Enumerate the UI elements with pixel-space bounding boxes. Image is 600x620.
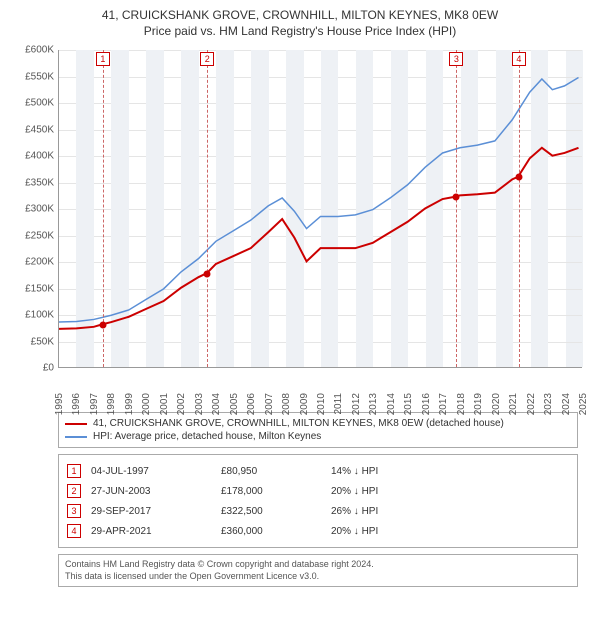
sale-index-box: 1	[67, 464, 81, 478]
sale-marker-box: 3	[449, 52, 463, 66]
x-tick-label: 2003	[194, 393, 205, 415]
x-tick-label: 1996	[71, 393, 82, 415]
x-tick-label: 2016	[421, 393, 432, 415]
y-tick-label: £50K	[10, 336, 54, 347]
sale-diff: 26% ↓ HPI	[331, 506, 451, 517]
x-tick-label: 2002	[176, 393, 187, 415]
x-tick-label: 2022	[526, 393, 537, 415]
footer-attribution: Contains HM Land Registry data © Crown c…	[58, 554, 578, 587]
x-tick-label: 2018	[456, 393, 467, 415]
x-tick-label: 2023	[543, 393, 554, 415]
x-tick-label: 2001	[159, 393, 170, 415]
x-tick-label: 2021	[508, 393, 519, 415]
x-tick-label: 2009	[299, 393, 310, 415]
sale-price: £80,950	[221, 466, 321, 477]
y-tick-label: £250K	[10, 230, 54, 241]
sale-date: 29-SEP-2017	[91, 506, 211, 517]
sale-marker-box: 4	[512, 52, 526, 66]
sale-row: 1 04-JUL-1997 £80,950 14% ↓ HPI	[67, 461, 569, 481]
legend-row: 41, CRUICKSHANK GROVE, CROWNHILL, MILTON…	[65, 417, 571, 430]
x-tick-label: 2008	[281, 393, 292, 415]
legend-swatch	[65, 423, 87, 425]
sale-marker-line	[519, 50, 520, 367]
sale-row: 3 29-SEP-2017 £322,500 26% ↓ HPI	[67, 501, 569, 521]
x-tick-label: 2005	[229, 393, 240, 415]
footer-line-2: This data is licensed under the Open Gov…	[65, 571, 571, 583]
y-tick-label: £200K	[10, 257, 54, 268]
y-tick-label: £550K	[10, 71, 54, 82]
sale-date: 04-JUL-1997	[91, 466, 211, 477]
sale-date: 29-APR-2021	[91, 526, 211, 537]
legend-swatch	[65, 436, 87, 438]
sale-dot	[515, 174, 522, 181]
sale-dot	[99, 322, 106, 329]
sale-index-box: 3	[67, 504, 81, 518]
series-property	[59, 148, 579, 329]
x-tick-label: 2013	[368, 393, 379, 415]
y-tick-label: £0	[10, 363, 54, 374]
sale-marker-line	[207, 50, 208, 367]
title-line-1: 41, CRUICKSHANK GROVE, CROWNHILL, MILTON…	[10, 8, 590, 22]
sale-price: £360,000	[221, 526, 321, 537]
legend-row: HPI: Average price, detached house, Milt…	[65, 430, 571, 443]
x-tick-label: 2019	[473, 393, 484, 415]
plot-area: 1 2 3 4	[58, 50, 582, 368]
sale-dot	[204, 270, 211, 277]
x-tick-label: 1995	[54, 393, 65, 415]
footer-line-1: Contains HM Land Registry data © Crown c…	[65, 559, 571, 571]
sale-marker-line	[103, 50, 104, 367]
x-tick-label: 2025	[578, 393, 589, 415]
legend: 41, CRUICKSHANK GROVE, CROWNHILL, MILTON…	[58, 412, 578, 448]
y-tick-label: £150K	[10, 283, 54, 294]
x-tick-label: 2000	[141, 393, 152, 415]
sale-diff: 14% ↓ HPI	[331, 466, 451, 477]
price-chart: 1 2 3 4 £0 £50K £100K £150K £200K £250K £300K £350…	[10, 44, 590, 404]
title-line-2: Price paid vs. HM Land Registry's House …	[10, 24, 590, 38]
x-tick-label: 2004	[211, 393, 222, 415]
x-tick-label: 2020	[491, 393, 502, 415]
sale-row: 2 27-JUN-2003 £178,000 20% ↓ HPI	[67, 481, 569, 501]
legend-label: 41, CRUICKSHANK GROVE, CROWNHILL, MILTON…	[93, 418, 504, 429]
sale-index-box: 2	[67, 484, 81, 498]
y-tick-label: £500K	[10, 98, 54, 109]
sale-row: 4 29-APR-2021 £360,000 20% ↓ HPI	[67, 521, 569, 541]
legend-label: HPI: Average price, detached house, Milt…	[93, 431, 321, 442]
x-tick-label: 2014	[386, 393, 397, 415]
x-tick-label: 1999	[124, 393, 135, 415]
x-tick-label: 2012	[351, 393, 362, 415]
y-tick-label: £400K	[10, 151, 54, 162]
y-tick-label: £450K	[10, 124, 54, 135]
sale-marker-line	[456, 50, 457, 367]
x-tick-label: 2007	[264, 393, 275, 415]
y-tick-label: £600K	[10, 45, 54, 56]
sale-price: £178,000	[221, 486, 321, 497]
x-tick-label: 1998	[106, 393, 117, 415]
x-tick-label: 2017	[438, 393, 449, 415]
y-tick-label: £100K	[10, 310, 54, 321]
x-tick-label: 2024	[561, 393, 572, 415]
x-tick-label: 1997	[89, 393, 100, 415]
series-hpi	[59, 78, 579, 323]
x-tick-label: 2006	[246, 393, 257, 415]
sale-marker-box: 2	[200, 52, 214, 66]
sale-date: 27-JUN-2003	[91, 486, 211, 497]
y-tick-label: £300K	[10, 204, 54, 215]
x-tick-label: 2011	[333, 393, 344, 415]
sales-table: 1 04-JUL-1997 £80,950 14% ↓ HPI 2 27-JUN-2003…	[58, 454, 578, 548]
sale-diff: 20% ↓ HPI	[331, 526, 451, 537]
sale-marker-box: 1	[96, 52, 110, 66]
x-tick-label: 2015	[403, 393, 414, 415]
sale-dot	[453, 194, 460, 201]
y-tick-label: £350K	[10, 177, 54, 188]
sale-index-box: 4	[67, 524, 81, 538]
sale-price: £322,500	[221, 506, 321, 517]
x-tick-label: 2010	[316, 393, 327, 415]
chart-lines	[59, 50, 582, 367]
sale-diff: 20% ↓ HPI	[331, 486, 451, 497]
